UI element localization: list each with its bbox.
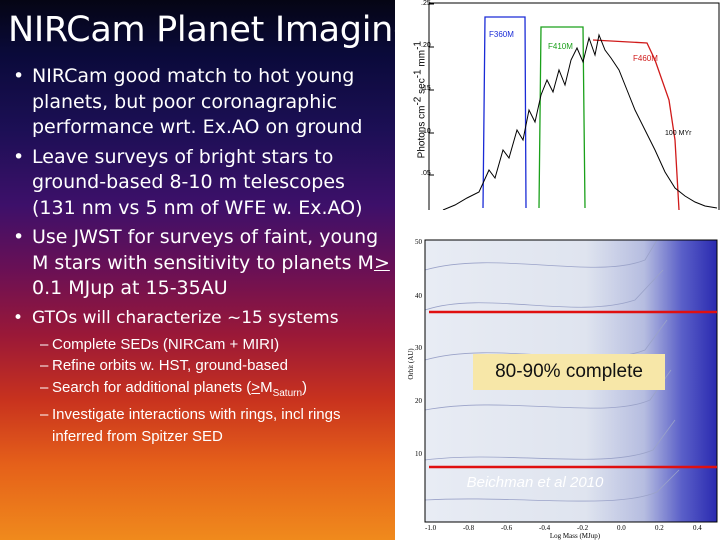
citation: Beichman et al 2010 xyxy=(466,474,604,491)
spectrum-axes-frame xyxy=(428,2,720,210)
bullet-list: • NIRCam good match to hot young planets… xyxy=(12,64,392,447)
spectrum-plot xyxy=(428,2,720,210)
completeness-x-tick: 0.2 xyxy=(655,524,664,532)
completeness-y-tick: 30 xyxy=(415,344,422,352)
spectrum-curve xyxy=(442,33,718,210)
completeness-x-tick: 0.0 xyxy=(617,524,626,532)
completeness-x-axis-label: Log Mass (MJup) xyxy=(549,532,601,540)
sub-bullet-mark: – xyxy=(40,378,49,396)
sub-bullet-2: – Refine orbits w. HST, ground-based xyxy=(12,355,392,377)
filter-label-f410m: F410M xyxy=(548,42,573,51)
slide-title: NIRCam Planet Imaging xyxy=(8,10,415,50)
curve-label: 100 MYr xyxy=(665,130,692,137)
sub-bullet-text: Refine orbits w. HST, ground-based xyxy=(52,357,288,374)
bullet-text: Leave surveys of bright stars to ground-… xyxy=(32,145,363,219)
sub-bullet-text-post: ) xyxy=(302,378,308,396)
spectrum-y-tick: .05 xyxy=(421,170,431,177)
filter-band-f360m xyxy=(482,16,527,209)
completeness-y-tick: 50 xyxy=(415,238,422,246)
filter-band-f410m xyxy=(538,26,586,209)
completeness-y-tick: 10 xyxy=(415,450,422,458)
sub-bullet-mark: – xyxy=(40,335,49,353)
filter-band-f460m xyxy=(592,39,680,210)
completeness-x-tick: 0.4 xyxy=(693,524,702,532)
spectrum-y-ticks xyxy=(429,3,434,176)
completeness-x-tick: -0.8 xyxy=(463,524,475,532)
sub-bullet-text: Investigate interactions with rings, inc… xyxy=(52,406,341,445)
bullet-ge-sign: > xyxy=(373,251,390,274)
bullet-4: • GTOs will characterize ~15 systems xyxy=(12,306,392,330)
spectrum-y-tick: .25 xyxy=(421,0,431,7)
completeness-y-tick: 40 xyxy=(415,292,422,300)
completeness-x-tick: -0.2 xyxy=(577,524,589,532)
completeness-axes-frame xyxy=(424,239,718,523)
bullet-text: NIRCam good match to hot young planets, … xyxy=(32,65,363,138)
sub-bullet-saturn: Saturn xyxy=(272,387,303,399)
bullet-text-pre: Use JWST for surveys of faint, young M s… xyxy=(32,226,379,274)
spectrum-y-tick: .15 xyxy=(421,85,431,92)
bullet-text-post: 0.1 MJup at 15-35AU xyxy=(32,277,228,299)
sub-bullet-text-pre: Search for additional planets ( xyxy=(52,378,252,396)
sub-bullet-text: Complete SEDs (NIRCam + MIRI) xyxy=(52,335,280,353)
sub-bullet-mark: – xyxy=(40,357,49,374)
bullet-1: • NIRCam good match to hot young planets… xyxy=(12,64,392,141)
sub-bullet-3: – Search for additional planets (>MSatur… xyxy=(12,377,392,405)
completeness-callout: 80-90% complete xyxy=(473,354,665,390)
contour-lines xyxy=(424,239,680,502)
spectrum-y-tick: .10 xyxy=(421,128,431,135)
bullet-mark: • xyxy=(13,307,24,328)
spectrum-figure: Photons cm-2 sec-1 mm-1 .25 .20 .15 .10 … xyxy=(395,0,720,210)
sub-bullet-ge-sign: > xyxy=(251,378,261,396)
completeness-y-tick: 20 xyxy=(415,397,422,405)
sub-bullet-m: M xyxy=(260,378,273,396)
bullet-2: • Leave surveys of bright stars to groun… xyxy=(12,145,392,222)
completeness-x-tick: -0.4 xyxy=(539,524,551,532)
sub-bullet-1: – Complete SEDs (NIRCam + MIRI) xyxy=(12,334,392,356)
sub-bullet-mark: – xyxy=(40,406,49,423)
bullet-3: • Use JWST for surveys of faint, young M… xyxy=(12,225,392,302)
completeness-x-tick: -1.0 xyxy=(425,524,437,532)
bullet-mark: • xyxy=(13,226,25,248)
filter-label-f360m: F360M xyxy=(489,30,514,39)
completeness-x-tick: -0.6 xyxy=(501,524,513,532)
spectrum-y-tick: .20 xyxy=(421,42,431,49)
bullet-mark: • xyxy=(13,145,25,168)
sub-bullet-4: – Investigate interactions with rings, i… xyxy=(12,404,392,447)
bullet-text: GTOs will characterize ~15 systems xyxy=(32,307,339,328)
filter-label-f460m: F460M xyxy=(633,54,658,63)
bullet-mark: • xyxy=(13,65,25,87)
